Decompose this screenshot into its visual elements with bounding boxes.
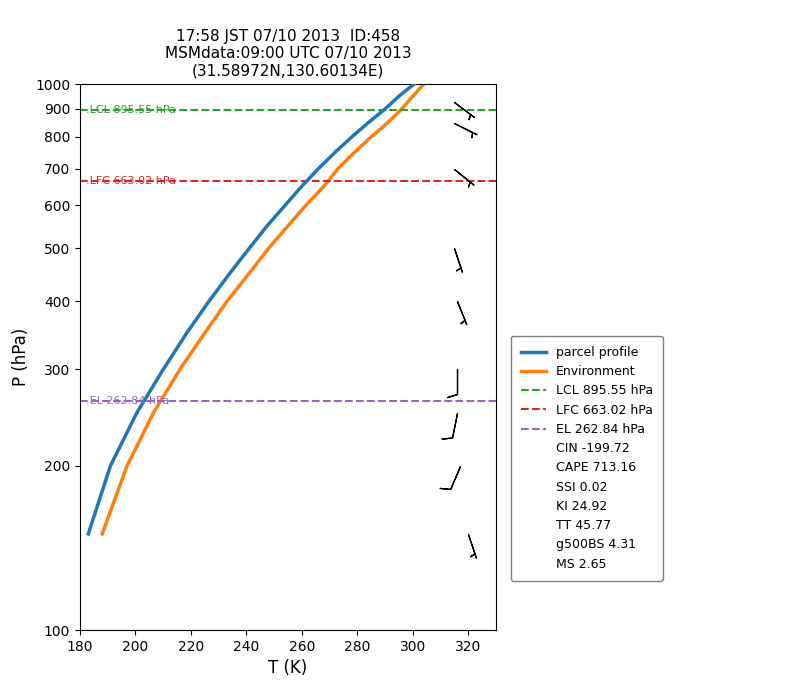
- Y-axis label: P (hPa): P (hPa): [11, 328, 30, 386]
- Text: .LFC 663.02 hPa: .LFC 663.02 hPa: [86, 176, 175, 186]
- X-axis label: T (K): T (K): [268, 659, 308, 678]
- Legend: parcel profile, Environment, LCL 895.55 hPa, LFC 663.02 hPa, EL 262.84 hPa, CIN : parcel profile, Environment, LCL 895.55 …: [510, 336, 663, 581]
- Text: .LCL 895.55 hPa: .LCL 895.55 hPa: [86, 105, 175, 116]
- Title: 17:58 JST 07/10 2013  ID:458
MSMdata:09:00 UTC 07/10 2013
(31.58972N,130.60134E): 17:58 JST 07/10 2013 ID:458 MSMdata:09:0…: [165, 29, 411, 78]
- Text: .EL 262.84 hPa: .EL 262.84 hPa: [86, 395, 169, 406]
